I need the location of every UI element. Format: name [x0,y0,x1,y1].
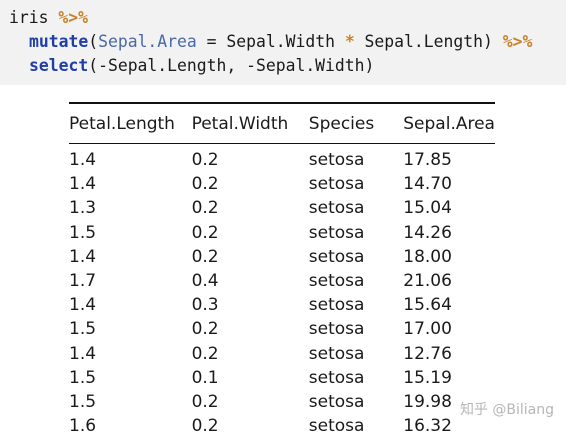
cell-petal-length: 1.5 [69,319,97,340]
cell-sepal-area: 12.76 [403,343,452,364]
cell-petal-length: 1.4 [69,295,97,316]
cell-sepal-area: 16.32 [403,416,452,437]
result-table: Petal.Length Petal.Width Species Sepal.A… [69,102,495,438]
table-row: 1.5 0.1 setosa 15.19 [69,366,495,390]
cell-petal-length: 1.4 [69,174,97,195]
cell-petal-length: 1.4 [69,246,97,267]
cell-species: setosa [308,150,365,171]
cell-species: setosa [308,391,365,412]
result-table-container: Petal.Length Petal.Width Species Sepal.A… [69,102,495,438]
table-row: 1.4 0.3 setosa 15.64 [69,293,495,317]
cell-petal-width: 0.2 [191,319,219,340]
pipe-operator: %>% [58,8,88,27]
cell-sepal-area: 14.70 [403,174,452,195]
cell-sepal-area: 17.85 [403,150,452,171]
table-row: 1.4 0.2 setosa 14.70 [69,172,495,196]
cell-petal-length: 1.3 [69,198,97,219]
cell-species: setosa [308,246,365,267]
table-row: 1.6 0.2 setosa 16.32 [69,414,495,438]
cell-species: setosa [308,271,365,292]
cell-species: setosa [308,319,365,340]
cell-species: setosa [308,367,365,388]
select-arguments: (-Sepal.Length, -Sepal.Width) [88,56,375,75]
cell-petal-width: 0.1 [191,367,219,388]
cell-sepal-area: 14.26 [403,222,452,243]
cell-species: setosa [308,174,365,195]
table-row: 1.3 0.2 setosa 15.04 [69,196,495,220]
cell-petal-width: 0.2 [191,391,219,412]
code-block: iris %>% mutate(Sepal.Area = Sepal.Width… [0,0,566,85]
cell-petal-length: 1.5 [69,391,97,412]
table-row: 1.5 0.2 setosa 14.26 [69,221,495,245]
cell-petal-width: 0.2 [191,416,219,437]
new-column-name: Sepal.Area [98,32,197,51]
table-header-row: Petal.Length Petal.Width Species Sepal.A… [69,102,495,144]
table-row: 1.7 0.4 setosa 21.06 [69,269,495,293]
table-row: 1.5 0.2 setosa 19.98 [69,390,495,414]
table-row: 1.5 0.2 setosa 17.00 [69,317,495,341]
select-function: select [29,56,89,75]
code-line-2: mutate(Sepal.Area = Sepal.Width * Sepal.… [9,30,566,54]
code-line-3: select(-Sepal.Length, -Sepal.Width) [9,54,566,78]
header-petal-length: Petal.Length [69,102,192,144]
code-line-1: iris %>% [9,6,566,30]
code-object: iris [9,8,49,27]
open-paren: ( [88,32,99,51]
cell-species: setosa [308,295,365,316]
cell-petal-width: 0.2 [191,174,219,195]
table-row: 1.4 0.2 setosa 18.00 [69,245,495,269]
cell-petal-width: 0.2 [191,150,219,171]
cell-species: setosa [308,343,365,364]
cell-petal-length: 1.5 [69,222,97,243]
code-expression: = Sepal.Width [196,32,345,51]
cell-petal-length: 1.4 [69,150,97,171]
cell-sepal-area: 15.04 [403,198,452,219]
cell-sepal-area: 21.06 [403,271,452,292]
cell-petal-width: 0.2 [191,198,219,219]
cell-petal-width: 0.2 [191,343,219,364]
cell-petal-width: 0.4 [191,271,219,292]
pipe-operator-2: %>% [502,32,533,51]
cell-petal-width: 0.3 [191,295,219,316]
cell-petal-length: 1.6 [69,416,97,437]
cell-sepal-area: 17.00 [403,319,452,340]
cell-sepal-area: 15.64 [403,295,452,316]
cell-species: setosa [308,198,365,219]
multiply-operator: * [344,32,355,51]
header-sepal-area: Sepal.Area [403,102,495,144]
cell-sepal-area: 18.00 [403,246,452,267]
cell-petal-length: 1.5 [69,367,97,388]
mutate-function: mutate [29,32,89,51]
cell-species: setosa [308,222,365,243]
table-row: 1.4 0.2 setosa 12.76 [69,342,495,366]
table-row: 1.4 0.2 setosa 17.85 [69,144,495,173]
cell-petal-length: 1.4 [69,343,97,364]
cell-sepal-area: 15.19 [403,367,452,388]
cell-petal-width: 0.2 [191,246,219,267]
header-species: Species [308,102,404,144]
cell-sepal-area: 19.98 [403,391,452,412]
header-petal-width: Petal.Width [191,102,309,144]
cell-petal-length: 1.7 [69,271,97,292]
code-expression-2: Sepal.Length) [354,32,503,51]
cell-species: setosa [308,416,365,437]
cell-petal-width: 0.2 [191,222,219,243]
